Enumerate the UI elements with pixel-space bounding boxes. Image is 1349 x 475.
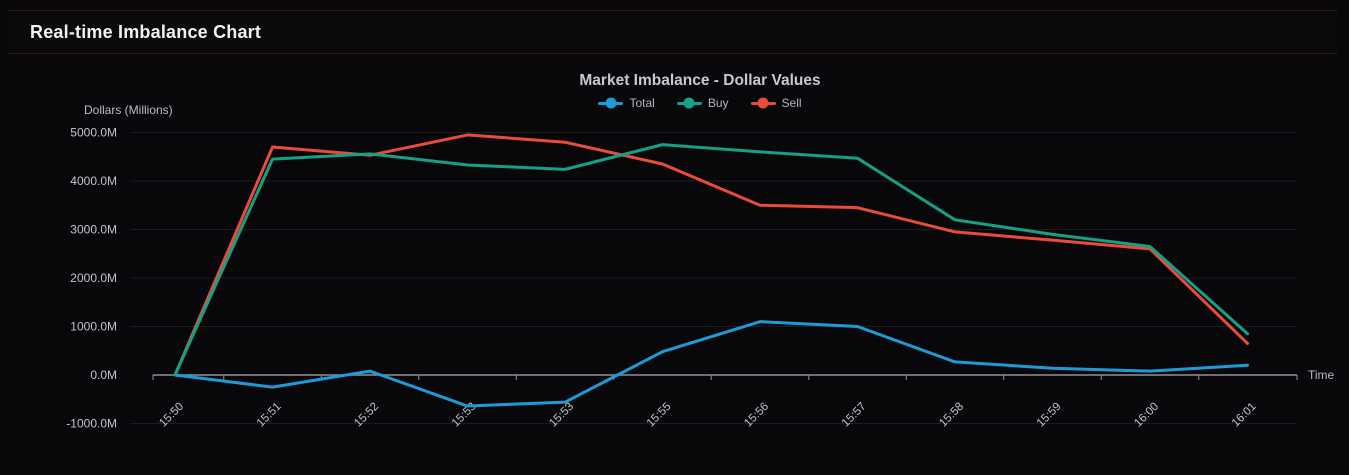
x-axis-title: Time [1308,368,1335,382]
legend-label: Total [629,96,655,110]
series-line-buy[interactable] [173,143,1249,377]
panel-header: Real-time Imbalance Chart [8,10,1337,54]
x-tick-label: 15:52 [352,401,381,430]
y-tick-label: 5000.0M [70,126,117,140]
y-tick-label: 3000.0M [70,223,117,237]
legend-item-total[interactable]: Total [598,96,655,110]
legend-line-dot-icon [598,97,624,109]
legend-item-sell[interactable]: Sell [750,96,802,110]
y-tick-label: 1000.0M [70,320,117,334]
y-tick-label: 4000.0M [70,174,117,188]
x-tick-label: 16:01 [1230,401,1259,430]
x-tick-label: 15:56 [742,401,771,430]
y-tick-label: 2000.0M [70,271,117,285]
x-tick-label: 15:57 [840,401,869,430]
series-line-total[interactable] [173,320,1249,408]
x-tick-label: 15:53 [547,401,576,430]
x-tick-label: 15:51 [255,401,284,430]
x-tick-label: 15:55 [645,401,674,430]
legend-label: Buy [707,96,729,110]
legend-line-dot-icon [676,97,702,109]
y-axis-title: Dollars (Millions) [84,103,173,117]
page-title: Real-time Imbalance Chart [30,22,262,42]
chart-legend: Total Buy Sell [125,94,1275,112]
y-tick-label: 0.0M [90,368,117,382]
y-tick-label: -1000.0M [66,417,117,431]
legend-line-dot-icon [750,97,776,109]
x-tick-label: 16:00 [1132,401,1161,430]
legend-label: Sell [781,96,802,110]
legend-item-buy[interactable]: Buy [676,96,729,110]
x-tick-label: 15:59 [1035,401,1064,430]
x-tick-label: 15:50 [157,401,186,430]
chart-title: Market Imbalance - Dollar Values [579,72,821,89]
x-tick-label: 15:58 [937,401,966,430]
series-line-sell[interactable] [173,133,1249,377]
